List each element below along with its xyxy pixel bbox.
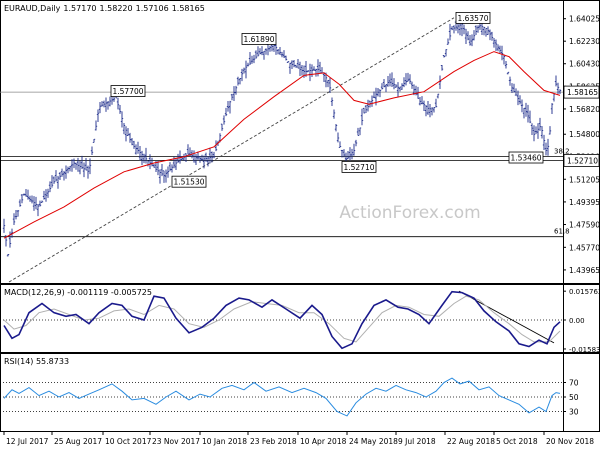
price-annotation-box [171, 175, 207, 188]
macd-plot [0, 290, 563, 350]
price-title: EURAUD,Daily 1.57170 1.58220 1.57106 1.58165 [4, 4, 205, 13]
watermark: ActionForex.com [339, 203, 480, 223]
price-annotation-label: 1.57700 [112, 87, 143, 96]
quote-close: 1.58165 [172, 4, 205, 13]
moving-average-line [3, 51, 561, 239]
quote-open: 1.57170 [63, 4, 96, 13]
last-price-label: 1.58165 [567, 88, 598, 97]
rsi-title: RSI(14) 55.8733 [4, 357, 69, 366]
price-tick-label: 1.47590 [569, 221, 600, 230]
rsi-plot [0, 377, 563, 417]
price-tick-label: 1.60430 [569, 60, 600, 69]
rsi-tick-label: 50 [569, 393, 579, 402]
rsi-line [3, 377, 561, 417]
macd-tick-label: 0.015762 [569, 288, 600, 296]
x-tick-label: 23 Nov 2017 [152, 437, 200, 446]
price-annotation-box [241, 33, 277, 45]
price-annotation-label: 1.63570 [457, 14, 488, 23]
price-tick-label: 1.43965 [569, 266, 600, 275]
x-tick-label: 9 Jul 2018 [398, 437, 436, 446]
price-tick-label: 1.64025 [569, 15, 600, 24]
rsi-tick-label: 30 [569, 408, 579, 417]
price-annotation-label: 1.53460 [510, 154, 541, 163]
x-tick-label: 10 Apr 2018 [300, 437, 347, 446]
rsi-tick-label: 70 [569, 379, 579, 388]
level-label-box [563, 154, 600, 167]
last-price-box [563, 85, 600, 99]
price-annotation-box [110, 85, 146, 97]
fib-level-label: 38.2 [554, 148, 570, 156]
price-annotation-box [341, 161, 377, 173]
macd-title: MACD(12,26,9) -0.001119 -0.005725 [4, 288, 152, 297]
quote-high: 1.58220 [100, 4, 133, 13]
macd-line [3, 290, 561, 350]
macd-tick-label: -0.015834 [569, 346, 600, 354]
price-tick-label: 1.54800 [569, 130, 600, 139]
trendline [8, 17, 455, 283]
quote-low: 1.57106 [136, 4, 169, 13]
x-tick-label: 12 Jul 2017 [6, 437, 49, 446]
macd-tick-label: 0.00 [569, 317, 585, 325]
fib-level-label: 61.8 [554, 228, 570, 236]
x-tick-label: 24 May 2018 [349, 437, 398, 446]
x-tick-label: 22 Aug 2018 [447, 437, 495, 446]
x-tick-label: 25 Aug 2017 [54, 437, 102, 446]
x-tick-label: 10 Oct 2017 [105, 437, 152, 446]
price-annotation-box [508, 151, 544, 164]
price-tick-label: 1.45770 [569, 243, 600, 252]
x-tick-label: 10 Jan 2018 [202, 437, 247, 446]
price-tick-label: 1.62230 [569, 37, 600, 46]
price-plot: 61.8 38.2 1.57700 1.51530 1.61890 1.52710 1.63… [0, 12, 570, 283]
x-tick-label: 20 Nov 2018 [546, 437, 594, 446]
price-annotation-label: 1.51530 [173, 178, 204, 187]
instrument-name: EURAUD,Daily [4, 4, 61, 13]
price-tick-label: 1.51205 [569, 175, 600, 184]
axes: 1.640251.622301.604301.586251.568201.548… [3, 15, 600, 446]
price-annotation-label: 1.61890 [243, 35, 274, 44]
x-tick-label: 5 Oct 2018 [496, 437, 538, 446]
price-annotation-box [455, 12, 491, 24]
x-tick-label: 23 Feb 2018 [250, 437, 297, 446]
price-tick-label: 1.56820 [569, 105, 600, 114]
price-tick-label: 1.49395 [569, 198, 600, 207]
level-label: 1.52710 [567, 156, 598, 165]
price-annotation-label: 1.52710 [343, 163, 374, 172]
